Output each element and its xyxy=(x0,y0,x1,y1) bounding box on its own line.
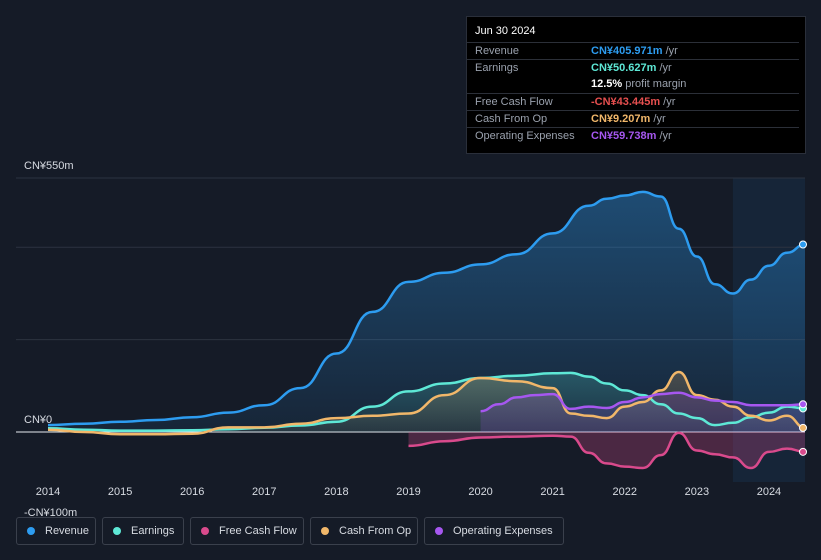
tooltip-row-free-cash-flow: Free Cash Flow -CN¥43.445m /yr xyxy=(467,93,799,111)
tooltip-value: CN¥9.207m /yr xyxy=(591,113,666,125)
line-operating-expenses xyxy=(480,391,806,413)
legend-label: Revenue xyxy=(45,525,90,537)
y-tick-label: -CN¥100m xyxy=(24,507,77,519)
x-tick-label: 2016 xyxy=(180,486,204,498)
end-marker-cash-from-op xyxy=(799,423,807,432)
end-marker-free-cash-flow xyxy=(799,447,807,456)
x-tick-label: 2014 xyxy=(36,486,60,498)
legend-item-operating-expenses[interactable]: Operating Expenses xyxy=(424,517,564,545)
legend-label: Free Cash Flow xyxy=(219,525,297,537)
tooltip-value: CN¥405.971m /yr xyxy=(591,45,678,57)
end-marker-operating-expenses xyxy=(799,400,807,409)
y-axis-labels: CN¥550m CN¥0 -CN¥100m xyxy=(24,160,77,519)
tooltip-label: Cash From Op xyxy=(475,113,548,125)
legend-dot-icon xyxy=(201,527,209,535)
legend-item-free-cash-flow[interactable]: Free Cash Flow xyxy=(190,517,304,545)
area-free-cash-flow xyxy=(408,432,805,468)
tooltip-row-cash-from-op: Cash From Op CN¥9.207m /yr xyxy=(467,110,799,128)
line-revenue xyxy=(47,190,806,427)
x-tick-label: 2024 xyxy=(757,486,781,498)
x-tick-label: 2020 xyxy=(468,486,492,498)
x-tick-label: 2021 xyxy=(540,486,564,498)
x-tick-label: 2017 xyxy=(252,486,276,498)
tooltip-date: Jun 30 2024 xyxy=(475,25,536,37)
legend-label: Earnings xyxy=(131,525,175,537)
series-lines xyxy=(47,190,806,470)
legend-label: Cash From Op xyxy=(339,525,412,537)
tooltip-value: CN¥59.738m /yr xyxy=(591,130,672,142)
legend-item-cash-from-op[interactable]: Cash From Op xyxy=(310,517,418,545)
tooltip-label: Free Cash Flow xyxy=(475,96,553,108)
legend-item-revenue[interactable]: Revenue xyxy=(16,517,96,545)
tooltip-label: Revenue xyxy=(475,45,520,57)
x-tick-label: 2015 xyxy=(108,486,132,498)
series-end-markers xyxy=(799,240,807,456)
tooltip-value: 12.5% profit margin xyxy=(591,78,687,90)
legend-dot-icon xyxy=(27,527,35,535)
area-cash-from-op xyxy=(48,372,805,435)
y-tick-label: CN¥550m xyxy=(24,160,74,172)
tooltip-value: CN¥50.627m /yr xyxy=(591,62,672,74)
tooltip-panel: Jun 30 2024 Revenue CN¥405.971m /yr Earn… xyxy=(466,16,806,154)
series-areas xyxy=(48,191,805,468)
end-marker-revenue xyxy=(799,240,807,249)
y-tick-label: CN¥0 xyxy=(24,414,52,426)
line-free-cash-flow xyxy=(408,431,806,470)
tooltip-label: Earnings xyxy=(475,62,519,74)
legend-dot-icon xyxy=(113,527,121,535)
tooltip-row-profit-margin: 12.5% profit margin xyxy=(467,76,799,93)
x-tick-label: 2022 xyxy=(613,486,637,498)
legend-label: Operating Expenses xyxy=(453,525,553,537)
x-tick-label: 2018 xyxy=(324,486,348,498)
x-tick-label: 2019 xyxy=(396,486,420,498)
legend-dot-icon xyxy=(321,527,329,535)
x-tick-label: 2023 xyxy=(685,486,709,498)
tooltip-row-earnings: Earnings CN¥50.627m /yr xyxy=(467,59,799,77)
x-axis-labels: 2014 2015 2016 2017 2018 2019 2020 2021 2022 2023… xyxy=(36,486,781,498)
legend-item-earnings[interactable]: Earnings xyxy=(102,517,184,545)
tooltip-row-operating-expenses: Operating Expenses CN¥59.738m /yr xyxy=(467,127,799,145)
legend-dot-icon xyxy=(435,527,443,535)
tooltip-label: Operating Expenses xyxy=(475,130,575,142)
tooltip-row-revenue: Revenue CN¥405.971m /yr xyxy=(467,42,799,60)
tooltip-value: -CN¥43.445m /yr xyxy=(591,96,676,108)
area-revenue xyxy=(48,191,805,432)
